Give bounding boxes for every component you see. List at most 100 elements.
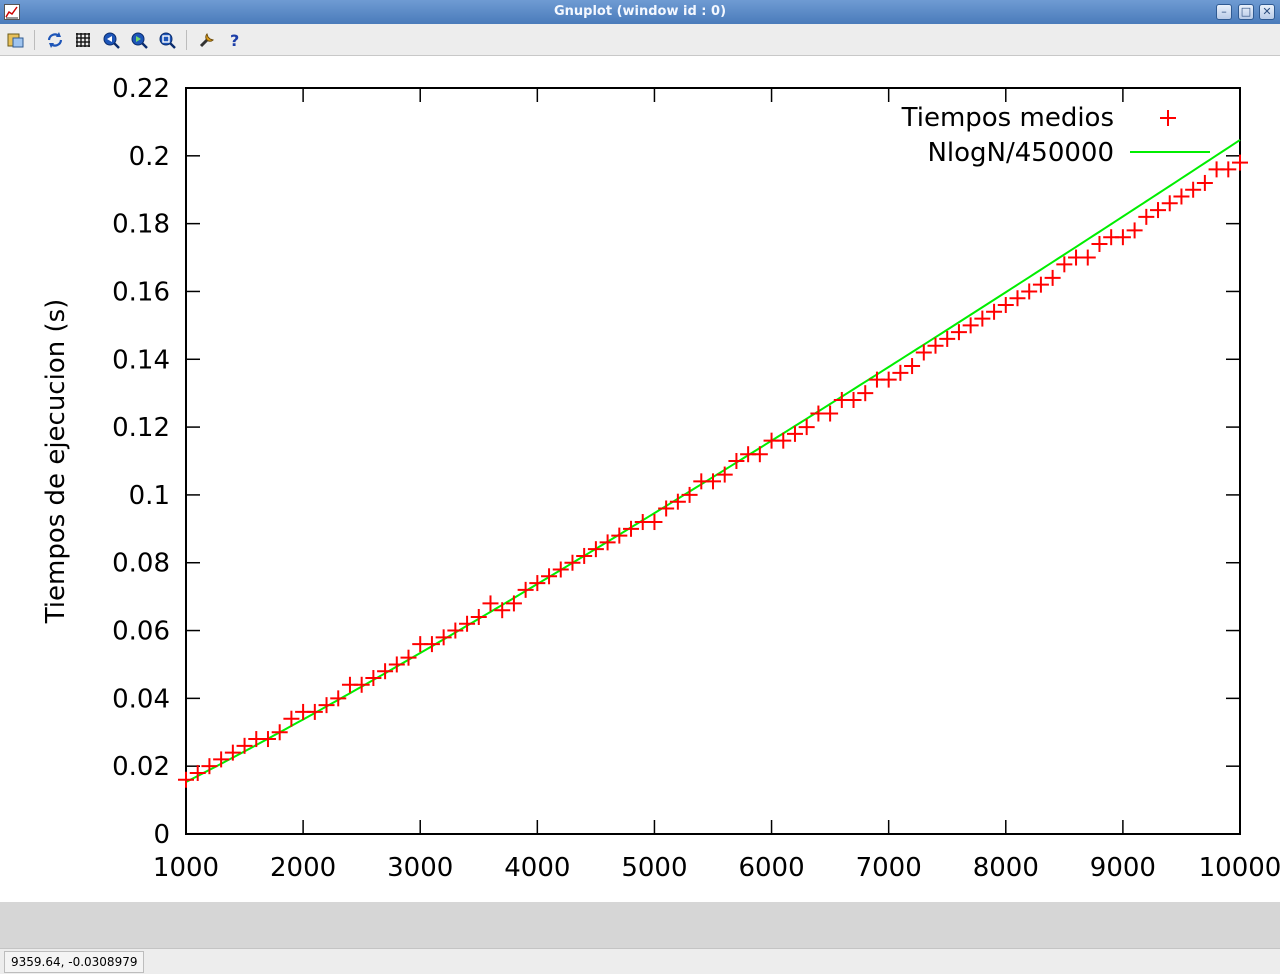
data-point bbox=[705, 473, 721, 490]
y-tick-label: 0.18 bbox=[112, 210, 170, 240]
y-tick-label: 0.22 bbox=[112, 74, 170, 104]
data-point bbox=[353, 676, 370, 693]
data-point bbox=[1091, 235, 1108, 252]
data-point bbox=[1185, 181, 1202, 198]
data-point bbox=[1220, 161, 1237, 178]
data-point bbox=[388, 656, 405, 673]
data-point bbox=[611, 527, 628, 544]
data-point bbox=[974, 310, 991, 327]
data-point bbox=[435, 629, 452, 646]
data-point bbox=[962, 317, 979, 334]
data-point bbox=[1232, 154, 1248, 171]
data-point bbox=[822, 405, 839, 422]
y-tick-label: 0.16 bbox=[112, 277, 170, 307]
x-tick-label: 10000 bbox=[1199, 853, 1280, 883]
data-point bbox=[845, 391, 862, 408]
data-point bbox=[997, 297, 1014, 314]
data-point bbox=[541, 568, 558, 585]
x-tick-label: 2000 bbox=[270, 853, 336, 883]
data-point bbox=[1138, 208, 1155, 225]
data-point bbox=[950, 324, 967, 341]
y-tick-label: 0.02 bbox=[112, 752, 170, 782]
data-point bbox=[400, 649, 417, 666]
data-point bbox=[623, 520, 640, 537]
zoom-next-icon[interactable] bbox=[128, 29, 150, 51]
plot-canvas[interactable]: 0 0.02 0.04 0.06 0.08 0.1 0.12 0.14 0.16 0.18 0.2 0… bbox=[0, 56, 1280, 902]
data-point bbox=[904, 358, 921, 375]
tiempos-medios-points bbox=[178, 154, 1248, 788]
svg-text:?: ? bbox=[230, 31, 239, 49]
zoom-prev-icon[interactable] bbox=[100, 29, 122, 51]
data-point bbox=[927, 337, 944, 354]
data-point bbox=[716, 466, 733, 483]
data-point bbox=[306, 703, 323, 720]
data-point bbox=[447, 622, 464, 639]
data-point bbox=[939, 330, 956, 347]
y-tick-label: 0.12 bbox=[112, 413, 170, 443]
data-point bbox=[552, 561, 569, 578]
y-tick-label: 0.08 bbox=[112, 549, 170, 579]
x-axis-ticks: 1000 2000 3000 4000 5000 6000 7000 8000 9000 1000… bbox=[153, 88, 1280, 883]
title-bar: Gnuplot (window id : 0) – □ ✕ bbox=[0, 0, 1280, 24]
gnuplot-app-icon bbox=[4, 4, 20, 20]
data-point bbox=[658, 500, 675, 517]
data-point bbox=[459, 615, 476, 632]
grid-icon[interactable] bbox=[72, 29, 94, 51]
cursor-coordinates: 9359.64, -0.0308979 bbox=[4, 951, 145, 973]
data-point bbox=[330, 690, 347, 707]
legend: Tiempos medios NlogN/450000 bbox=[901, 103, 1210, 168]
data-point bbox=[482, 595, 499, 612]
data-point bbox=[224, 744, 241, 761]
x-tick-label: 6000 bbox=[738, 853, 804, 883]
plot-border bbox=[185, 87, 1241, 835]
data-point bbox=[669, 493, 686, 510]
data-point bbox=[213, 751, 230, 768]
y-tick-label: 0 bbox=[153, 820, 170, 850]
data-point bbox=[857, 385, 874, 402]
data-point bbox=[880, 371, 897, 388]
data-point bbox=[189, 764, 206, 781]
data-point bbox=[786, 425, 803, 442]
data-point bbox=[494, 602, 511, 619]
data-point bbox=[599, 534, 616, 551]
data-point bbox=[681, 486, 698, 503]
legend-label-tiempos: Tiempos medios bbox=[901, 103, 1114, 133]
data-point bbox=[751, 446, 768, 463]
unzoom-icon[interactable] bbox=[156, 29, 178, 51]
y-tick-label: 0.04 bbox=[112, 684, 170, 714]
help-icon[interactable]: ? bbox=[224, 29, 246, 51]
data-point bbox=[318, 697, 335, 714]
settings-icon[interactable] bbox=[196, 29, 218, 51]
x-tick-label: 1000 bbox=[153, 853, 219, 883]
data-point bbox=[892, 364, 909, 381]
x-tick-label: 3000 bbox=[387, 853, 453, 883]
maximize-button[interactable]: □ bbox=[1238, 4, 1254, 20]
toolbar-separator bbox=[34, 30, 35, 50]
data-point bbox=[1114, 229, 1131, 246]
data-point bbox=[1009, 290, 1026, 307]
y-tick-label: 0.2 bbox=[129, 142, 170, 172]
data-point bbox=[1173, 188, 1190, 205]
data-point bbox=[517, 581, 534, 598]
y-tick-label: 0.06 bbox=[112, 617, 170, 647]
x-tick-label: 7000 bbox=[856, 853, 922, 883]
data-point bbox=[529, 575, 546, 592]
y-axis-label: Tiempos de ejecucion (s) bbox=[41, 299, 71, 625]
legend-label-nlogn: NlogN/450000 bbox=[927, 138, 1114, 168]
data-point bbox=[505, 595, 522, 612]
data-point bbox=[587, 541, 604, 558]
legend-point-marker bbox=[1160, 110, 1176, 126]
data-point bbox=[259, 731, 276, 748]
data-point bbox=[1196, 174, 1213, 191]
data-point bbox=[576, 547, 593, 564]
plot-area[interactable]: 0 0.02 0.04 0.06 0.08 0.1 0.12 0.14 0.16 0.18 0.2 0… bbox=[0, 56, 1280, 902]
minimize-button[interactable]: – bbox=[1216, 4, 1232, 20]
replot-icon[interactable] bbox=[44, 29, 66, 51]
data-point bbox=[271, 724, 288, 741]
copy-clipboard-icon[interactable] bbox=[5, 29, 27, 51]
data-point bbox=[1032, 276, 1049, 293]
x-tick-label: 9000 bbox=[1090, 853, 1156, 883]
close-button[interactable]: ✕ bbox=[1259, 4, 1275, 20]
data-point bbox=[564, 554, 581, 571]
data-point bbox=[1044, 269, 1061, 286]
